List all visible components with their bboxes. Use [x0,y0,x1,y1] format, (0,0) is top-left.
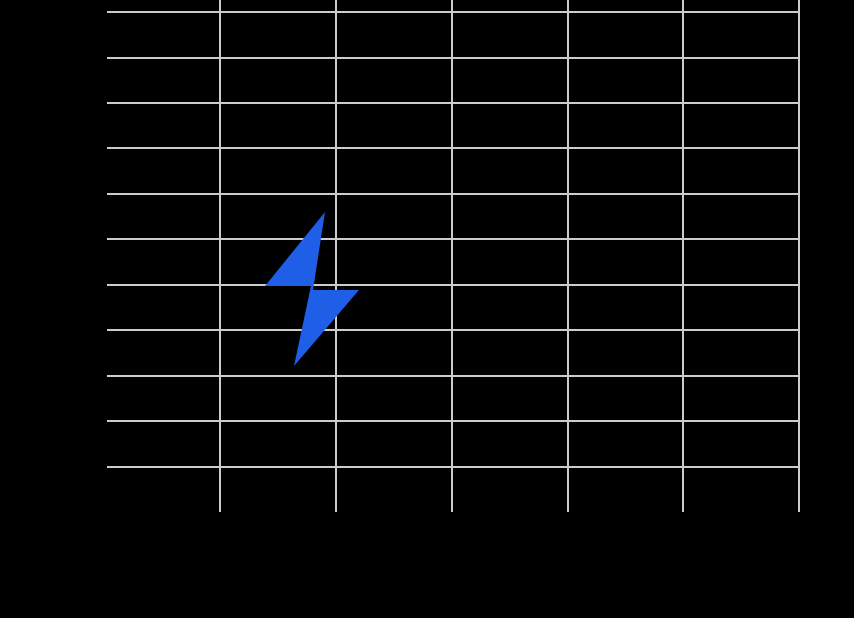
gridline-vertical [451,0,453,512]
gridline-vertical [335,0,337,512]
gridline-horizontal [107,102,800,104]
gridline-horizontal [107,466,800,468]
gridline-horizontal [107,193,800,195]
gridline-vertical [219,0,221,512]
gridline-horizontal [107,375,800,377]
gridline-horizontal [107,147,800,149]
gridline-horizontal [107,238,800,240]
gridline-horizontal [107,284,800,286]
gridline-vertical [798,0,800,512]
gridline-vertical [567,0,569,512]
gridline-horizontal [107,329,800,331]
gridline-vertical [682,0,684,512]
gridline-horizontal [107,420,800,422]
gridline-horizontal [107,11,800,13]
gridline-horizontal [107,57,800,59]
